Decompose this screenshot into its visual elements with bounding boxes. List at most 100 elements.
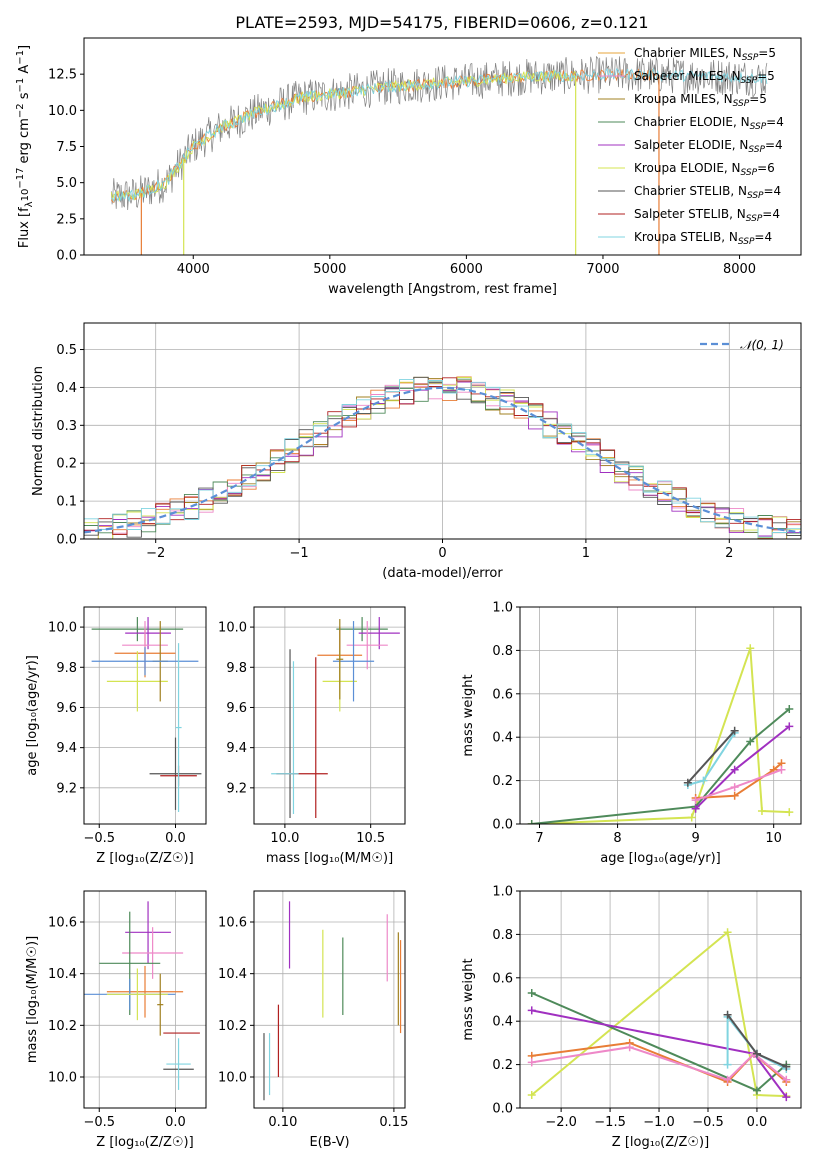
- mw_vs_Z-plot-area: [520, 891, 801, 1108]
- spectrum-x-tick-label: 6000: [450, 262, 483, 277]
- y-axis-label-part: −1: [15, 78, 26, 93]
- legend-entry-label: Kroupa ELODIE, N: [634, 161, 741, 175]
- mass_vs_EBV-y-tick-label: 10.0: [218, 1071, 247, 1086]
- legend-entry-sub: SSP: [748, 145, 765, 155]
- panel-mw_vs_age: 7 8 9 10 0.0 0.2 0.4 0.6 0.8 1.0 age [log₁₀(age/yr…: [461, 601, 802, 866]
- mass-weight-marker: [683, 778, 692, 787]
- mass-weight-marker: [527, 1006, 536, 1015]
- mass-weight-marker: [730, 783, 739, 792]
- age_vs_Z-y-tick-label: 9.6: [56, 701, 77, 716]
- panel-mass_vs_EBV: 0.10 0.15 10.0 10.2 10.4 10.6 E(B-V): [218, 890, 408, 1150]
- age_vs_Z-frame: [83, 606, 207, 825]
- y-axis-label-part: −17: [15, 168, 26, 189]
- residuals-x-tick-label: 0: [438, 546, 446, 561]
- mw_vs_Z-y-tick-label: 0.4: [492, 1015, 513, 1030]
- mass-weight-marker: [527, 820, 536, 824]
- mass_vs_Z-y-tick-label: 10.4: [48, 967, 77, 982]
- legend-entry: 𝒩(0, 1): [740, 338, 784, 352]
- legend-entry-label: Salpeter MILES, N: [634, 69, 741, 83]
- y-axis-label-part: −1: [15, 50, 26, 65]
- residuals-frame: [83, 322, 802, 540]
- spectrum-y-tick-label: 12.5: [48, 68, 77, 83]
- age_vs_mass-frame: [253, 606, 406, 825]
- panel-spectrum: 4000 5000 6000 7000 8000 0.0 2.5 5.0 7.5 10.0 12.5…: [15, 37, 802, 297]
- residuals-plot-area: [84, 323, 801, 539]
- legend-entry-count: =5: [749, 92, 767, 106]
- panel-age_vs_mass: 10.0 10.5 9.2 9.4 9.6 9.8 10.0 mass [log₁₀(M/M☉…: [218, 606, 406, 866]
- mw_vs_age-y-tick-label: 0.0: [492, 818, 513, 833]
- legend-entry-label: Kroupa STELIB, N: [634, 230, 738, 244]
- residuals-y-tick-label: 0.1: [56, 495, 77, 510]
- age_vs_mass-y-tick-label: 9.8: [226, 661, 247, 676]
- panel-mw_vs_Z: −2.0 −1.5 −1.0 −0.5 0.0 0.0 0.2 0.4 0.6 0.8 1.0 Z […: [461, 885, 802, 1150]
- y-axis-label-part: λ: [24, 201, 35, 207]
- spectrum-y-tick-label: 2.5: [56, 212, 77, 227]
- spectrum-x-tick-label: 5000: [313, 262, 346, 277]
- mass-weight-marker: [723, 928, 732, 937]
- y-axis-label-part: erg cm: [17, 118, 32, 167]
- residuals-y-tick-label: 0.0: [56, 533, 77, 548]
- mass-weight-marker: [730, 726, 739, 735]
- mw_vs_Z-x-tick-label: −1.0: [643, 1115, 675, 1130]
- spectrum-plot-area: [110, 55, 768, 255]
- residuals-y-tick-label: 0.4: [56, 381, 77, 396]
- residuals-y-axis-label: Normed distribution: [31, 366, 46, 496]
- mass-weight-marker: [687, 813, 696, 822]
- legend-entry-sub: SSP: [746, 214, 763, 224]
- mass-weight-marker: [752, 1086, 761, 1095]
- mw_vs_age-x-tick-label: 7: [535, 831, 543, 846]
- mw_vs_Z-y-tick-label: 0.0: [492, 1102, 513, 1117]
- mw_vs_Z-frame: [519, 890, 802, 1109]
- mass_vs_EBV-y-tick-label: 10.6: [218, 916, 247, 931]
- mass-weight-marker: [730, 791, 739, 800]
- mass_vs_EBV-x-axis-label: E(B-V): [309, 1135, 349, 1150]
- mass-weight-marker: [782, 1093, 791, 1102]
- legend-entry: Kroupa MILES, NSSP=5: [634, 92, 767, 109]
- mass-weight-marker: [723, 1075, 732, 1084]
- mass-weight-marker: [723, 1010, 732, 1019]
- legend-entry-sub: SSP: [741, 76, 758, 86]
- mw_vs_Z-x-tick-label: 0.0: [747, 1115, 768, 1130]
- legend-entry-count: =6: [757, 161, 775, 175]
- mass_vs_EBV-x-tick-label: 0.10: [268, 1115, 297, 1130]
- legend-entry-label: Chabrier ELODIE, N: [634, 115, 750, 129]
- residuals-x-tick-label: −2: [146, 546, 165, 561]
- mass_vs_Z-x-axis-label: Z [log₁₀(Z/Z☉)]: [96, 1135, 193, 1150]
- mass-weight-marker: [730, 765, 739, 774]
- mw_vs_Z-x-tick-label: −0.5: [692, 1115, 724, 1130]
- mass-weight-marker: [527, 1058, 536, 1067]
- mw_vs_age-y-tick-label: 1.0: [492, 601, 513, 616]
- mass_vs_EBV-y-tick-label: 10.4: [218, 967, 247, 982]
- mw_vs_Z-x-tick-label: −1.5: [594, 1115, 626, 1130]
- mass-weight-marker: [777, 765, 786, 774]
- mass_vs_Z-x-tick-label: 0.0: [165, 1115, 186, 1130]
- panel-residuals: −2 −1 0 1 2 0.0 0.1 0.2 0.3 0.4 0.5 (data-model)/er…: [31, 322, 802, 581]
- spectrum-y-tick-label: 7.5: [56, 140, 77, 155]
- residuals-y-tick-label: 0.3: [56, 419, 77, 434]
- residuals-x-tick-label: 1: [582, 546, 590, 561]
- spectrum-x-tick-label: 8000: [723, 262, 756, 277]
- legend-entry-label: Salpeter ELODIE, N: [634, 138, 748, 152]
- residuals-y-tick-label: 0.2: [56, 457, 77, 472]
- model-spectrum-line: [110, 69, 576, 202]
- legend-entry: Kroupa ELODIE, NSSP=6: [634, 161, 775, 178]
- mass-weight-marker: [625, 1043, 634, 1052]
- legend-entry-count: =4: [754, 230, 772, 244]
- mass_vs_EBV-y-tick-label: 10.2: [218, 1019, 247, 1034]
- spectrum-x-tick-label: 4000: [177, 262, 210, 277]
- mass-weight-marker: [723, 1060, 732, 1069]
- legend-entry-label: Chabrier MILES, N: [634, 46, 742, 60]
- mass_vs_Z-y-tick-label: 10.6: [48, 916, 77, 931]
- y-axis-label-part: Flux [f: [17, 207, 32, 248]
- mass_vs_EBV-x-tick-label: 0.15: [379, 1115, 408, 1130]
- mass_vs_Z-y-tick-label: 10.0: [48, 1071, 77, 1086]
- legend-entry-count: =5: [758, 46, 776, 60]
- age_vs_mass-y-tick-label: 9.2: [226, 781, 247, 796]
- legend-entry-sub: SSP: [750, 122, 767, 132]
- legend-entry-sub: SSP: [738, 237, 755, 247]
- mass_vs_Z-x-tick-label: −0.5: [83, 1115, 115, 1130]
- mass_vs_Z-plot-area: [84, 891, 206, 1108]
- age_vs_Z-y-tick-label: 9.2: [56, 781, 77, 796]
- legend-entry: Chabrier ELODIE, NSSP=4: [634, 115, 784, 132]
